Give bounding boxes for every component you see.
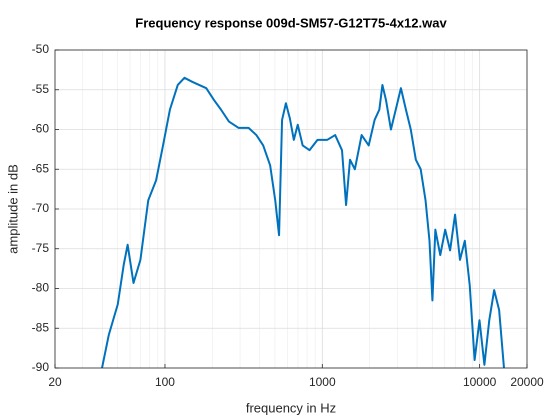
y-tick-label: -85 bbox=[32, 320, 50, 334]
lines bbox=[101, 76, 505, 368]
y-axis-label: amplitude in dB bbox=[5, 164, 20, 254]
x-tick-label: 10000 bbox=[463, 375, 497, 389]
chart-title: Frequency response 009d-SM57-G12T75-4x12… bbox=[135, 15, 447, 30]
y-tick-label: -75 bbox=[32, 241, 50, 255]
x-tick-label: 20000 bbox=[510, 375, 544, 389]
x-axis-label: frequency in Hz bbox=[246, 400, 336, 415]
y-tick-label: -65 bbox=[32, 161, 50, 175]
x-tick-label: 20 bbox=[48, 375, 62, 389]
y-tick-label: -60 bbox=[32, 122, 50, 136]
grid bbox=[54, 49, 528, 369]
data-line bbox=[101, 76, 505, 368]
y-tick-label: -50 bbox=[32, 42, 50, 56]
x-tick-label: 100 bbox=[155, 375, 175, 389]
y-tick-label: -70 bbox=[32, 201, 50, 215]
y-tick-label: -90 bbox=[32, 360, 50, 374]
y-tick-label: -80 bbox=[32, 281, 50, 295]
y-tick-label: -55 bbox=[32, 82, 50, 96]
x-tick-label: 1000 bbox=[309, 375, 336, 389]
